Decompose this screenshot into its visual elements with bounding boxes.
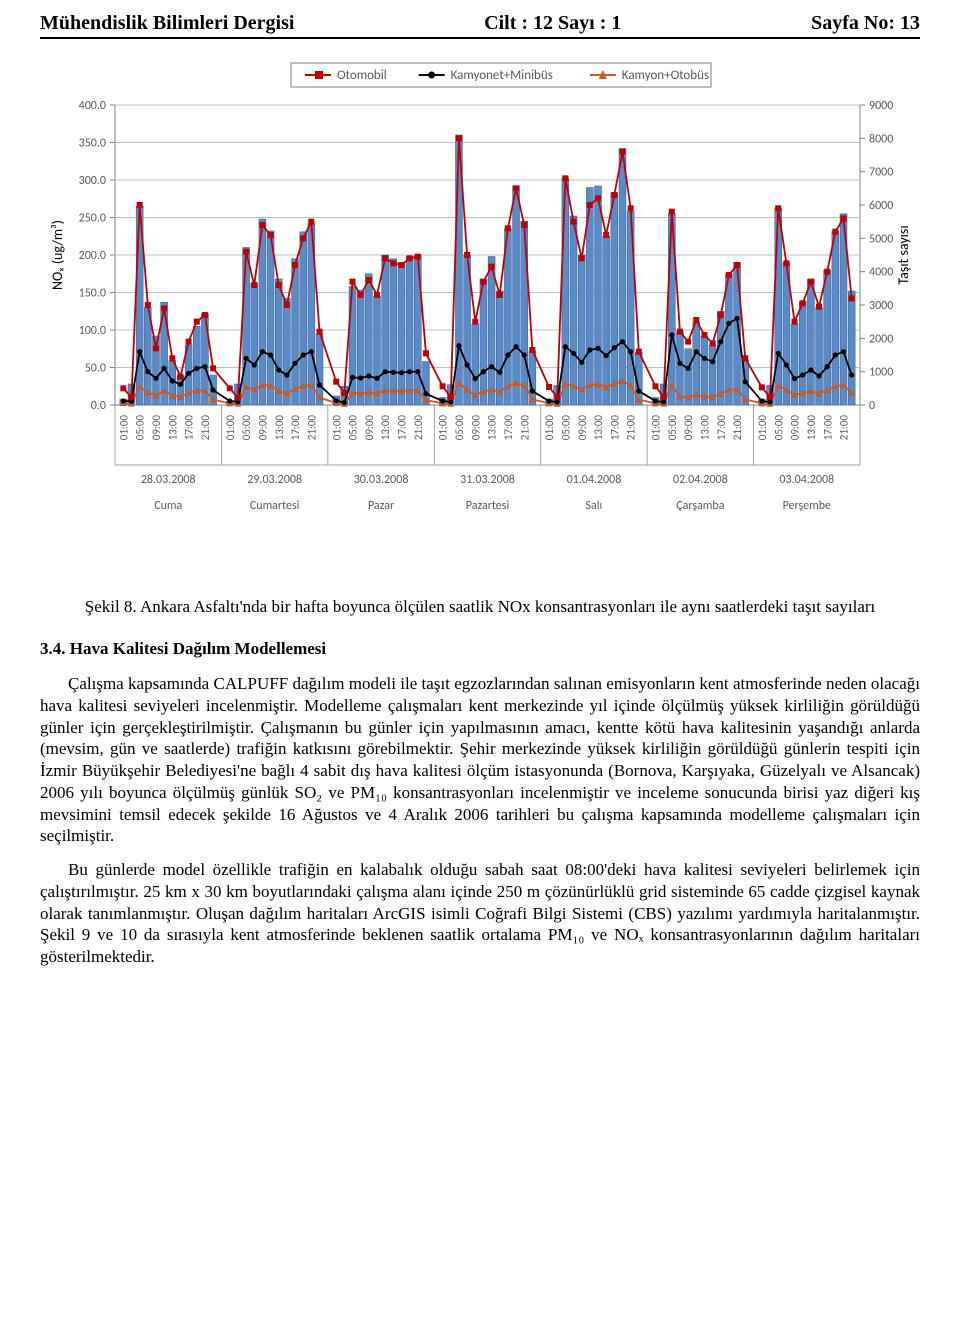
header-left: Mühendislik Bilimleri Dergisi [40, 12, 294, 35]
svg-text:17:00: 17:00 [289, 415, 302, 441]
svg-text:50.0: 50.0 [85, 362, 106, 376]
header-center: Cilt : 12 Sayı : 1 [294, 12, 811, 35]
svg-text:Pazartesi: Pazartesi [466, 499, 510, 513]
svg-text:Cuma: Cuma [154, 499, 182, 513]
svg-text:21:00: 21:00 [838, 415, 851, 441]
svg-text:150.0: 150.0 [79, 287, 106, 301]
svg-text:Salı: Salı [586, 499, 603, 513]
svg-text:09:00: 09:00 [469, 415, 482, 441]
svg-text:01:00: 01:00 [330, 415, 343, 441]
figure-label: Şekil 8. [85, 597, 137, 616]
svg-text:Taşıt sayısı: Taşıt sayısı [895, 225, 912, 284]
svg-text:13:00: 13:00 [273, 415, 286, 441]
svg-text:09:00: 09:00 [150, 415, 163, 441]
svg-text:01:00: 01:00 [650, 415, 663, 441]
svg-text:09:00: 09:00 [789, 415, 802, 441]
svg-text:09:00: 09:00 [256, 415, 269, 441]
svg-text:21:00: 21:00 [412, 415, 425, 441]
figure-caption-text: Ankara Asfaltı'nda bir hafta boyunca ölç… [140, 597, 875, 616]
svg-text:9000: 9000 [869, 99, 893, 113]
paragraph-1: Çalışma kapsamında CALPUFF dağılım model… [40, 673, 920, 847]
svg-text:21:00: 21:00 [731, 415, 744, 441]
svg-text:Perşembe: Perşembe [783, 499, 831, 513]
svg-text:200.0: 200.0 [79, 249, 106, 263]
header-right: Sayfa No: 13 [811, 12, 920, 35]
svg-text:2000: 2000 [869, 332, 893, 346]
svg-text:05:00: 05:00 [134, 415, 147, 441]
svg-text:8000: 8000 [869, 132, 893, 146]
svg-text:21:00: 21:00 [199, 415, 212, 441]
svg-text:01:00: 01:00 [437, 415, 450, 441]
svg-text:05:00: 05:00 [347, 415, 360, 441]
svg-text:5000: 5000 [869, 232, 893, 246]
svg-text:01:00: 01:00 [117, 415, 130, 441]
svg-text:03.04.2008: 03.04.2008 [779, 473, 834, 487]
svg-text:01:00: 01:00 [224, 415, 237, 441]
svg-text:01.04.2008: 01.04.2008 [567, 473, 622, 487]
svg-text:05:00: 05:00 [453, 415, 466, 441]
svg-text:13:00: 13:00 [699, 415, 712, 441]
svg-text:28.03.2008: 28.03.2008 [141, 473, 196, 487]
svg-text:Otomobil: Otomobil [337, 68, 387, 83]
svg-text:13:00: 13:00 [592, 415, 605, 441]
svg-text:09:00: 09:00 [576, 415, 589, 441]
svg-text:05:00: 05:00 [559, 415, 572, 441]
svg-text:02.04.2008: 02.04.2008 [673, 473, 728, 487]
svg-text:Kamyonet+Minibüs: Kamyonet+Minibüs [451, 68, 553, 83]
svg-text:05:00: 05:00 [240, 415, 253, 441]
svg-text:400.0: 400.0 [79, 99, 106, 113]
chart-figure: Otomobil Kamyonet+Minibüs Kamyon+Otobüs 0.0… [40, 57, 920, 577]
svg-text:300.0: 300.0 [79, 174, 106, 188]
svg-text:13:00: 13:00 [166, 415, 179, 441]
svg-text:29.03.2008: 29.03.2008 [247, 473, 302, 487]
svg-text:01:00: 01:00 [756, 415, 769, 441]
svg-text:21:00: 21:00 [625, 415, 638, 441]
combo-chart: Otomobil Kamyonet+Minibüs Kamyon+Otobüs 0.0… [40, 57, 920, 577]
svg-text:1000: 1000 [869, 366, 893, 380]
svg-text:4000: 4000 [869, 266, 893, 280]
svg-text:17:00: 17:00 [715, 415, 728, 441]
svg-text:17:00: 17:00 [396, 415, 409, 441]
svg-text:17:00: 17:00 [821, 415, 834, 441]
svg-text:13:00: 13:00 [486, 415, 499, 441]
svg-text:21:00: 21:00 [305, 415, 318, 441]
svg-text:0: 0 [869, 399, 875, 413]
svg-text:350.0: 350.0 [79, 137, 106, 151]
svg-text:250.0: 250.0 [79, 212, 106, 226]
paragraph-2: Bu günlerde model özellikle trafiğin en … [40, 859, 920, 968]
page-header: Mühendislik Bilimleri Dergisi Cilt : 12 … [40, 12, 920, 39]
svg-text:13:00: 13:00 [805, 415, 818, 441]
svg-text:Cumartesi: Cumartesi [250, 499, 300, 513]
svg-text:7000: 7000 [869, 166, 893, 180]
svg-text:09:00: 09:00 [682, 415, 695, 441]
svg-text:17:00: 17:00 [502, 415, 515, 441]
svg-text:NOₓ (ug/m³): NOₓ (ug/m³) [49, 220, 66, 290]
svg-text:Pazar: Pazar [368, 499, 394, 513]
svg-text:Kamyon+Otobüs: Kamyon+Otobüs [622, 68, 709, 83]
svg-text:21:00: 21:00 [518, 415, 531, 441]
svg-text:30.03.2008: 30.03.2008 [354, 473, 409, 487]
svg-text:31.03.2008: 31.03.2008 [460, 473, 515, 487]
svg-text:09:00: 09:00 [363, 415, 376, 441]
section-heading: 3.4. Hava Kalitesi Dağılım Modellemesi [40, 639, 920, 659]
svg-text:0.0: 0.0 [91, 399, 106, 413]
figure-caption: Şekil 8. Ankara Asfaltı'nda bir hafta bo… [40, 597, 920, 617]
svg-text:05:00: 05:00 [666, 415, 679, 441]
svg-text:13:00: 13:00 [379, 415, 392, 441]
svg-text:3000: 3000 [869, 299, 893, 313]
svg-text:6000: 6000 [869, 199, 893, 213]
svg-text:Çarşamba: Çarşamba [676, 499, 724, 513]
svg-text:17:00: 17:00 [183, 415, 196, 441]
svg-text:01:00: 01:00 [543, 415, 556, 441]
svg-text:05:00: 05:00 [772, 415, 785, 441]
svg-text:17:00: 17:00 [608, 415, 621, 441]
svg-text:100.0: 100.0 [79, 324, 106, 338]
